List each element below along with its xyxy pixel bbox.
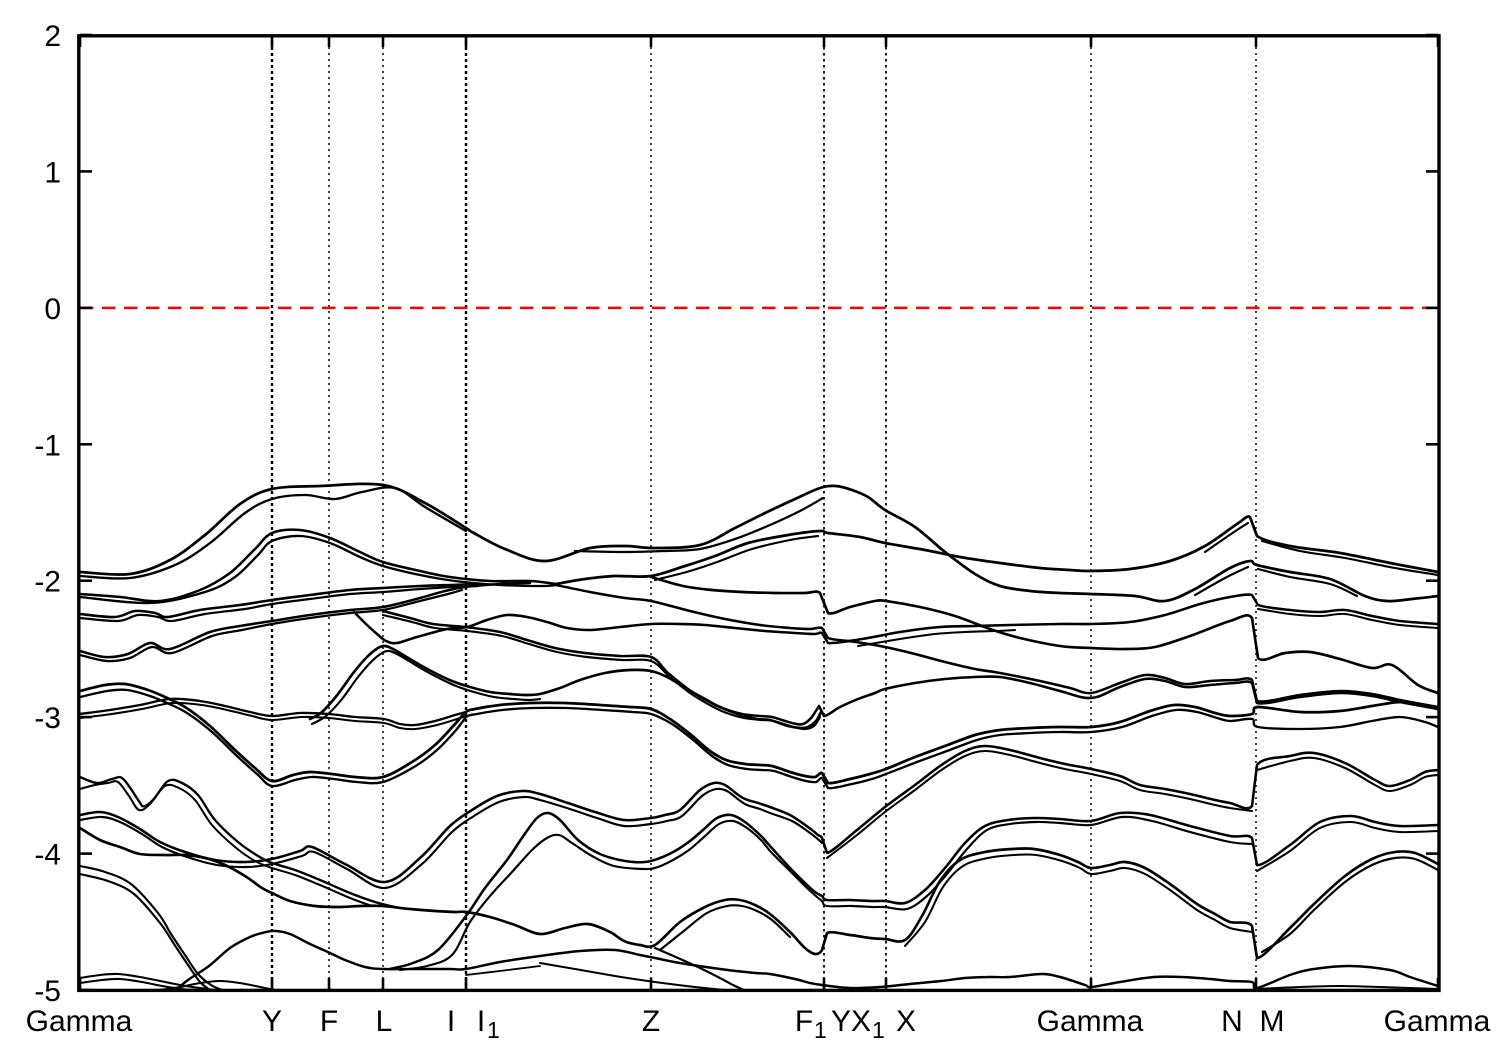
svg-text:-3: -3 <box>34 702 61 735</box>
svg-text:I: I <box>447 1005 455 1038</box>
svg-text:1: 1 <box>487 1017 500 1043</box>
svg-text:X: X <box>851 1005 871 1038</box>
svg-text:Gamma: Gamma <box>1037 1005 1144 1038</box>
svg-text:Z: Z <box>642 1005 660 1038</box>
svg-text:1: 1 <box>44 156 61 189</box>
svg-text:Y: Y <box>831 1005 851 1038</box>
svg-text:1: 1 <box>872 1017 885 1043</box>
svg-text:Gamma: Gamma <box>26 1005 133 1038</box>
svg-text:-4: -4 <box>34 839 61 872</box>
svg-text:-1: -1 <box>34 429 61 462</box>
svg-text:-5: -5 <box>34 975 61 1008</box>
svg-text:-2: -2 <box>34 566 61 599</box>
svg-text:2: 2 <box>44 20 61 53</box>
svg-text:N: N <box>1221 1005 1243 1038</box>
svg-text:F: F <box>795 1005 813 1038</box>
svg-text:M: M <box>1260 1005 1285 1038</box>
svg-text:I: I <box>477 1005 485 1038</box>
svg-text:0: 0 <box>44 293 61 326</box>
svg-text:1: 1 <box>814 1017 827 1043</box>
svg-text:Gamma: Gamma <box>1384 1005 1491 1038</box>
svg-text:Y: Y <box>262 1005 282 1038</box>
svg-text:F: F <box>320 1005 338 1038</box>
svg-text:L: L <box>376 1005 393 1038</box>
svg-text:X: X <box>896 1005 916 1038</box>
